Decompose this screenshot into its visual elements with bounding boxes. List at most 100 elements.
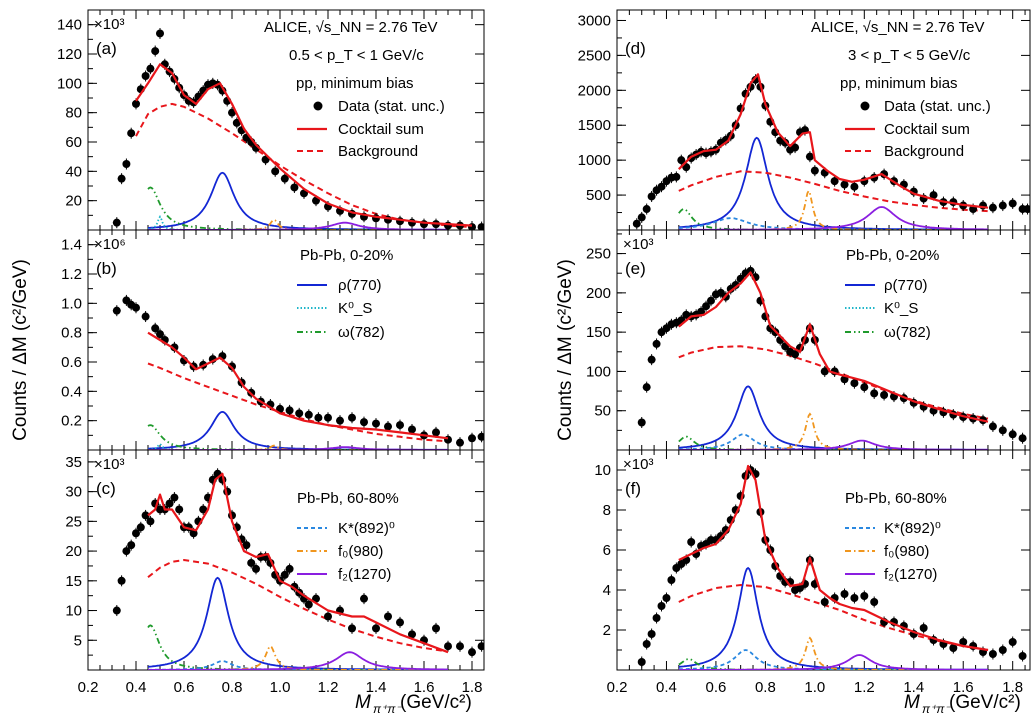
data-point (432, 428, 440, 437)
data-point (170, 343, 179, 352)
y-tick-label: 0.2 (61, 413, 82, 430)
y-tick-label: 2000 (578, 82, 611, 99)
y-tick-label: 15 (65, 573, 82, 590)
x-tick-label: 1.2 (318, 679, 339, 696)
data-point (1018, 652, 1027, 660)
legend-system-b: Pb-Pb, 0-20% (300, 247, 393, 264)
y-multiplier: ×10³ (623, 236, 653, 253)
peak-omega (147, 624, 448, 670)
data-point (396, 421, 404, 430)
x-tick-label: 0.6 (174, 679, 195, 696)
y-tick-label: 25 (65, 513, 82, 530)
y-multiplier: ×10⁶ (94, 236, 126, 253)
legend-data-marker (313, 101, 323, 111)
x-tick-label: 0.4 (126, 679, 147, 696)
plot-area (637, 265, 1027, 450)
data-point (998, 426, 1007, 435)
y-tick-label: 140 (57, 17, 82, 34)
data-point (657, 182, 666, 191)
y-tick-label: 60 (65, 134, 82, 151)
data-point (850, 379, 859, 388)
svg-text:(GeV/c²): (GeV/c²) (400, 692, 472, 713)
data-point (372, 419, 380, 428)
data-point (122, 160, 131, 168)
y-tick-label: 250 (586, 246, 611, 263)
data-point (632, 219, 641, 228)
y-tick-label: 80 (65, 105, 82, 122)
data-point (295, 409, 304, 418)
data-point (456, 642, 464, 651)
data-point (850, 182, 859, 191)
data-point (348, 624, 356, 633)
data-point (304, 410, 313, 419)
data-point (850, 594, 859, 602)
data-point (304, 600, 313, 609)
data-point (348, 413, 356, 422)
x-tick-label: 1.8 (462, 679, 483, 696)
y-tick-label: 1.2 (61, 266, 82, 283)
data-point (791, 143, 800, 152)
data-point (360, 594, 368, 603)
legend-ks-label: K⁰_S (338, 300, 372, 317)
data-point (672, 172, 681, 181)
legend-ks-label-e: K⁰_S (884, 300, 918, 317)
data-point (396, 618, 404, 627)
x-tick-label: 1.4 (366, 679, 387, 696)
data-point (151, 324, 160, 333)
data-point (687, 538, 696, 546)
data-point (988, 650, 997, 658)
data-point (870, 389, 879, 398)
legend-system-e: Pb-Pb, 0-20% (846, 247, 939, 264)
data-point (175, 505, 184, 514)
peak-f2 (678, 439, 988, 450)
legend-background-label: Background (338, 143, 418, 160)
legend-system-c: Pb-Pb, 60-80% (297, 490, 399, 507)
legend-background-label-d: Background (884, 143, 964, 160)
background-curve (678, 345, 989, 420)
y-tick-label: 30 (65, 484, 82, 501)
data-point (112, 218, 121, 227)
data-point (122, 547, 131, 556)
x-axis-label-left: M π⁺π⁻ (GeV/c²) (355, 692, 472, 716)
data-point (384, 612, 392, 621)
peak-f2 (678, 654, 988, 670)
data-point (112, 606, 121, 615)
data-point (127, 541, 136, 550)
legend-data-marker-d (860, 101, 870, 111)
data-point (647, 630, 656, 638)
data-point (132, 529, 140, 538)
data-point (477, 642, 484, 651)
data-point (820, 598, 829, 606)
data-point (228, 362, 236, 371)
y-tick-label: 20 (65, 193, 82, 210)
peak-rho (148, 410, 448, 450)
data-point (751, 75, 760, 84)
legend-rho-label-e: ρ(770) (884, 277, 928, 294)
background-curve (678, 170, 989, 213)
panel-f: 0.2 0.4 0.6 0.8 1.0 1.2 1.4 1.6 1.8 2 4 6 8 10 ×10³ (f) (594, 449, 1031, 696)
data-point (408, 425, 416, 434)
data-point (444, 642, 452, 651)
cocktail-curve (135, 63, 473, 227)
y-tick-label: 3000 (578, 12, 611, 29)
data-point (959, 638, 968, 646)
panel-label: (d) (625, 39, 646, 58)
data-point (165, 499, 174, 508)
data-point (468, 434, 476, 443)
y-tick-label: 0.4 (61, 383, 82, 400)
x-tick-label: 0.2 (607, 679, 628, 696)
x-tick-label: 1.4 (903, 679, 924, 696)
data-point (117, 576, 126, 585)
x-tick-label: 1.0 (270, 679, 291, 696)
data-point (805, 152, 814, 161)
legend-experiment-a: ALICE, √s_NN = 2.76 TeV (264, 19, 437, 36)
data-point (642, 383, 651, 392)
y-tick-label: 50 (594, 403, 611, 420)
data-point (146, 517, 155, 526)
data-point (697, 307, 706, 316)
data-point (141, 511, 150, 520)
panel-c: 0.2 0.4 0.6 0.8 1.0 1.2 1.4 1.6 1.8 5 10 15 20 25 30 35… (65, 449, 485, 696)
peak-rho (678, 566, 988, 670)
peak-omega (147, 424, 448, 450)
legend-data-label: Data (stat. unc.) (338, 98, 445, 115)
